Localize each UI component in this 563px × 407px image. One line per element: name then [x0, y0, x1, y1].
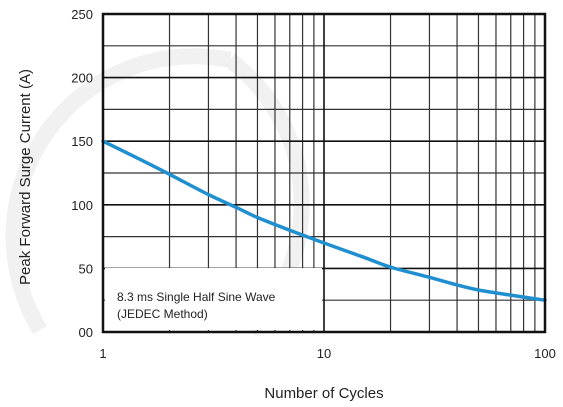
x-tick-labels: 1 10 100	[99, 346, 555, 361]
series-layer	[101, 139, 547, 302]
y-tick-labels: 00 50 100 150 200 250	[71, 7, 93, 340]
annotation-box	[105, 268, 322, 330]
y-tick-label: 250	[71, 7, 93, 22]
series-line	[101, 139, 547, 302]
y-tick-label: 200	[71, 71, 93, 86]
x-axis-title: Number of Cycles	[264, 385, 383, 402]
annotation-line-1: 8.3 ms Single Half Sine Wave	[117, 290, 276, 304]
annotation-text: 8.3 ms Single Half Sine Wave (JEDEC Meth…	[117, 290, 276, 321]
y-tick-label: 100	[71, 198, 93, 213]
minor-grid	[103, 14, 545, 332]
x-tick-label: 10	[317, 346, 331, 361]
x-tick-label: 100	[534, 346, 556, 361]
y-tick-label: 00	[79, 325, 93, 340]
y-tick-label: 50	[79, 261, 93, 276]
x-tick-label: 1	[99, 346, 106, 361]
plot-frame	[101, 12, 547, 334]
y-axis-title: Peak Forward Surge Current (A)	[17, 69, 34, 285]
y-tick-label: 150	[71, 134, 93, 149]
annotation-line-2: (JEDEC Method)	[117, 307, 208, 321]
